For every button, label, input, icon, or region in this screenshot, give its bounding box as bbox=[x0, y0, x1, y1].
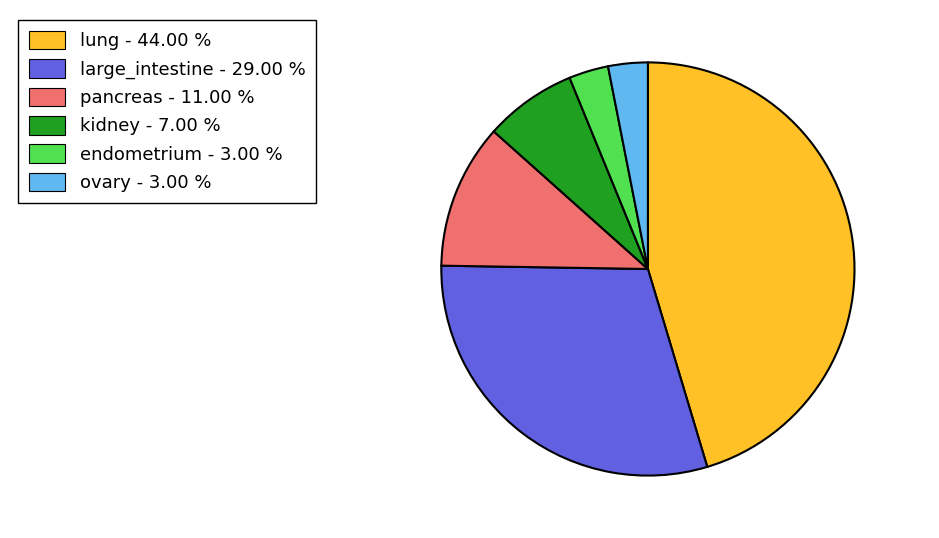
Wedge shape bbox=[570, 66, 648, 269]
Wedge shape bbox=[648, 62, 854, 467]
Wedge shape bbox=[441, 266, 707, 476]
Legend: lung - 44.00 %, large_intestine - 29.00 %, pancreas - 11.00 %, kidney - 7.00 %, : lung - 44.00 %, large_intestine - 29.00 … bbox=[19, 20, 316, 203]
Wedge shape bbox=[494, 78, 648, 269]
Wedge shape bbox=[441, 131, 648, 269]
Wedge shape bbox=[608, 62, 648, 269]
